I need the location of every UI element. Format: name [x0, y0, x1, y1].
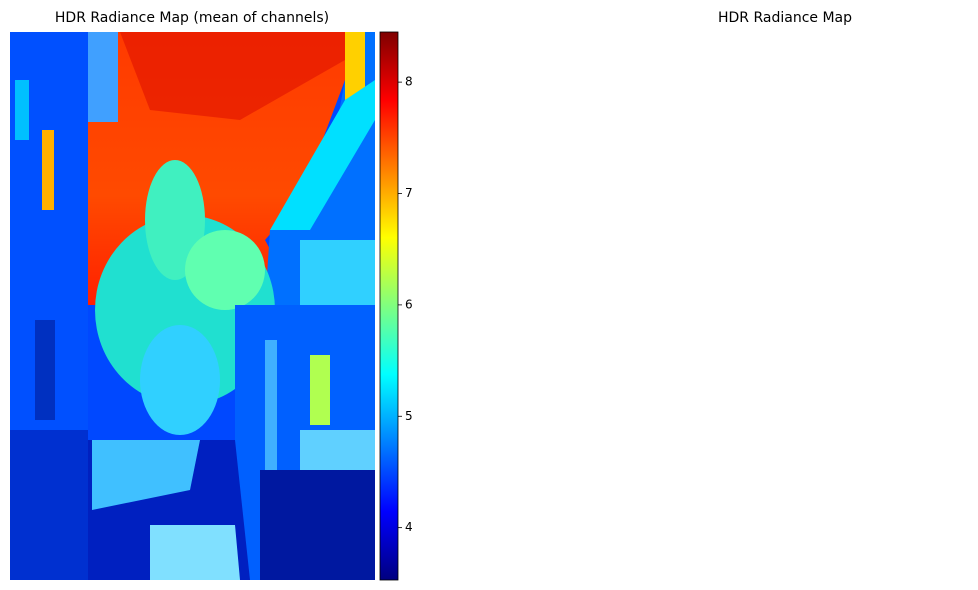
- colorbar-tick-label: 4: [405, 520, 413, 534]
- colorbar: [379, 31, 399, 581]
- colorbar-tick-label: 6: [405, 297, 413, 311]
- panel-title: HDR Radiance Map (mean of channels): [55, 10, 329, 26]
- colorbar-tick-label: 7: [405, 186, 413, 200]
- radiance-image: [10, 32, 375, 580]
- panel-title: HDR Radiance Map: [718, 10, 852, 26]
- colorbar-tick-label: 5: [405, 409, 413, 423]
- colorbar-tick-label: 8: [405, 75, 413, 89]
